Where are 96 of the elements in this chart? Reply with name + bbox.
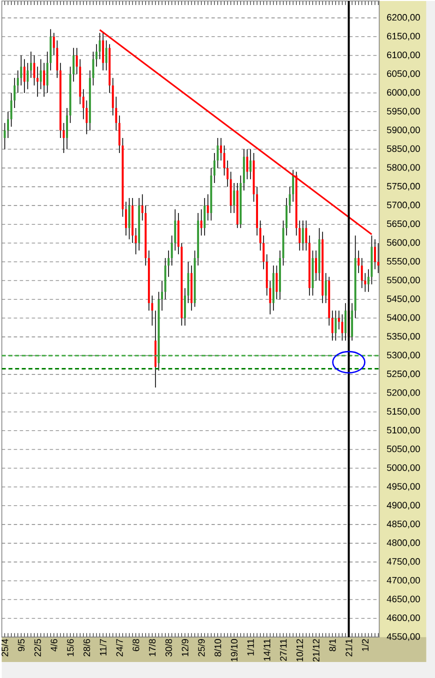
candlestick (246, 148, 248, 180)
candlestick (95, 44, 98, 68)
y-tick-label: 5050,00 (386, 446, 420, 454)
y-tick-label: 4650,00 (386, 596, 420, 604)
y-tick-label: 5400,00 (386, 314, 420, 322)
y-tick-label: 6150,00 (387, 32, 420, 40)
x-tick-label: 15/6 (66, 639, 74, 656)
x-tick-label: 21/1 (345, 639, 352, 656)
x-tick-label: 17/8 (148, 639, 156, 656)
y-tick-label: 5700,00 (386, 202, 420, 210)
candlestick (206, 194, 209, 221)
y-tick-label: 5900,00 (386, 126, 420, 134)
candlestick (314, 250, 317, 281)
y-tick-label: 5500,00 (386, 276, 420, 284)
x-tick-label: 12/9 (181, 639, 188, 656)
candlestick (23, 58, 26, 94)
candlestick (36, 66, 38, 98)
candlestick (338, 310, 340, 330)
y-tick-label: 5100,00 (386, 426, 420, 435)
x-tick-label: 9/5 (18, 639, 24, 652)
y-tick-label: 4850,00 (386, 520, 420, 528)
y-tick-label: 5950,00 (386, 108, 420, 116)
y-tick-label: 5300,00 (386, 352, 420, 360)
y-tick-label: 5800,00 (386, 164, 420, 172)
candlestick (200, 208, 202, 236)
y-tick-label: 5350,00 (386, 333, 420, 341)
candlestick (184, 288, 186, 326)
x-tick-label: 25/9 (198, 639, 205, 656)
y-tick-label: 5550,00 (386, 258, 420, 266)
candlestick (66, 108, 68, 150)
y-tick-label: 5000,00 (386, 464, 420, 472)
y-tick-label: 5250,00 (386, 370, 420, 378)
candlestick (82, 88, 84, 120)
candlestick (377, 242, 380, 274)
candlestick (40, 58, 42, 90)
x-tick-label: 10/12 (296, 639, 303, 662)
x-tick-label: 21/12 (312, 639, 320, 662)
x-tick-label: 8/10 (214, 639, 222, 656)
x-tick-label: 11/7 (100, 639, 106, 656)
candlestick (341, 314, 344, 342)
y-tick-label: 4800,00 (386, 539, 420, 548)
y-tick-label: 6200,00 (387, 14, 420, 22)
y-tick-label: 4750,00 (386, 558, 420, 566)
x-tick-label: 4/6 (50, 639, 58, 652)
y-tick-label: 4950,00 (386, 483, 420, 491)
x-tick-label: 1/11 (246, 639, 254, 656)
candlestick (360, 258, 363, 288)
x-tick-label: 28/6 (83, 639, 90, 656)
y-tick-label: 5850,00 (386, 145, 420, 154)
candlestick (105, 40, 108, 71)
candlestick (134, 228, 137, 255)
y-tick-label: 5200,00 (386, 389, 420, 397)
x-tick-label: 27/11 (280, 639, 287, 661)
x-tick-label: 19/10 (230, 639, 238, 662)
y-tick-label: 6050,00 (387, 70, 420, 78)
x-tick-label: 22/5 (34, 639, 41, 656)
candlestick (26, 62, 29, 90)
candlestick (334, 310, 337, 342)
candlestick (98, 32, 101, 60)
candlestick (6, 111, 9, 138)
y-tick-label: 4900,00 (386, 502, 420, 510)
y-tick-label: 4600,00 (386, 614, 420, 622)
candlestick (220, 138, 222, 161)
candlestick (124, 201, 127, 236)
candlestick (324, 272, 327, 304)
candlestick (331, 310, 334, 342)
x-tick-label: 1/2 (362, 639, 368, 651)
candlestick (285, 198, 288, 236)
y-tick-label: 5750,00 (386, 182, 420, 191)
candlestick (305, 220, 308, 251)
x-tick-label: 14/11 (263, 639, 270, 661)
x-tick-label: 24/7 (116, 639, 123, 656)
x-tick-label: 30/8 (165, 639, 172, 656)
candlestick (249, 148, 252, 180)
x-tick-label: 6/8 (132, 639, 140, 652)
y-tick-label: 5650,00 (386, 220, 420, 228)
candlestick (102, 32, 104, 71)
y-tick-label: 5150,00 (386, 408, 420, 416)
x-tick-label: 8/1 (328, 639, 336, 652)
x-tick-label: 25/4 (1, 638, 8, 656)
candlestick (30, 51, 32, 78)
candlestick (374, 238, 376, 270)
candlestick (292, 169, 294, 202)
y-tick-label: 6100,00 (387, 52, 420, 60)
candlestick (43, 62, 45, 98)
y-tick-label: 5600,00 (386, 239, 420, 247)
candlestick (276, 265, 278, 300)
y-tick-label: 4550,00 (386, 633, 420, 641)
y-tick-label: 5450,00 (386, 296, 420, 304)
y-tick-label: 6000,00 (387, 89, 420, 97)
candlestick (204, 198, 206, 236)
candlestick (233, 182, 236, 214)
candlestick (302, 220, 304, 251)
candlestick (160, 280, 163, 311)
candlestick (358, 250, 360, 274)
y-tick-label: 4700,00 (386, 576, 420, 585)
